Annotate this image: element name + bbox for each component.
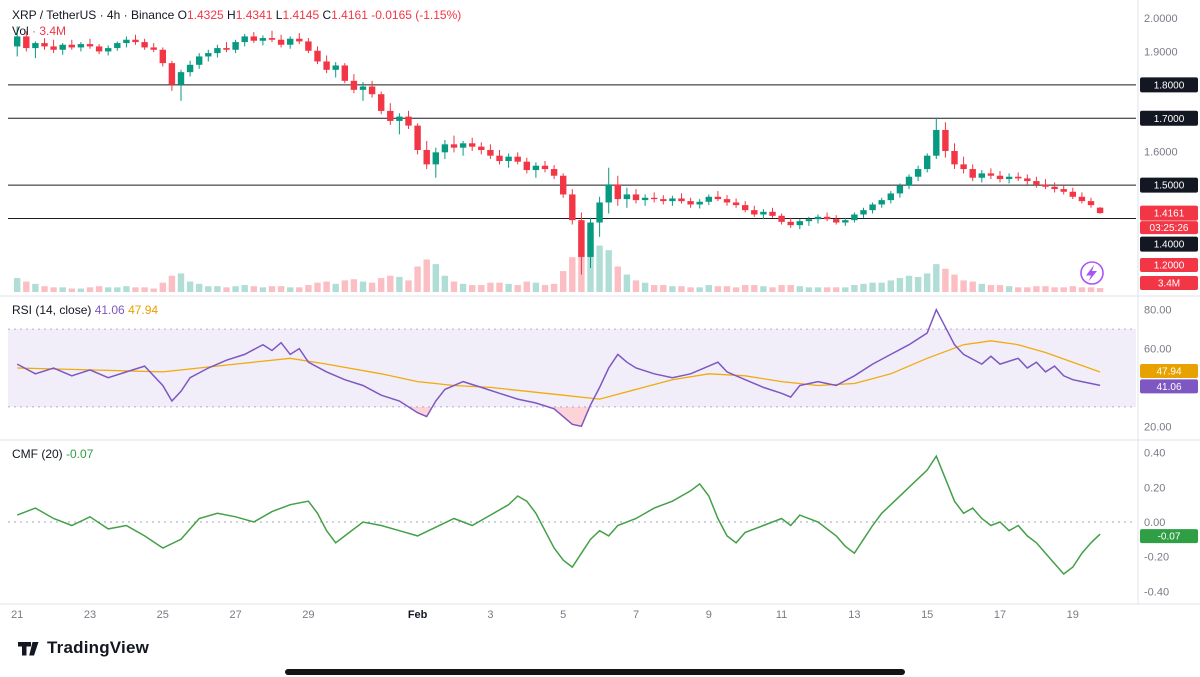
- time-axis-tick: 21: [11, 609, 23, 621]
- volume-badge: 3.4M: [1140, 276, 1198, 290]
- ohlc-open-value: 1.4325: [187, 8, 224, 22]
- svg-text:1.2000: 1.2000: [1154, 261, 1185, 272]
- time-axis-tick: 13: [848, 609, 860, 621]
- volume-value: 3.4M: [39, 24, 67, 38]
- price-line-chip: 1.4000: [1140, 236, 1198, 252]
- svg-text:41.06: 41.06: [1156, 382, 1181, 393]
- svg-text:-0.07: -0.07: [1158, 532, 1181, 543]
- svg-text:03:25:26: 03:25:26: [1150, 223, 1189, 234]
- price-axis-tick: 1.6000: [1144, 147, 1178, 159]
- price-axis-tick: 2.0000: [1144, 13, 1178, 25]
- price-line-chip: 1.7000: [1140, 110, 1198, 126]
- candles: [14, 26, 1104, 275]
- time-axis[interactable]: 21 23 25 27 29 Feb 3 5 7 9 11 13 15 17 19: [11, 609, 1079, 621]
- cmf-value-badge: -0.07: [1140, 529, 1198, 544]
- volume-legend[interactable]: Vol · 3.4M: [12, 24, 67, 38]
- svg-text:1.8000: 1.8000: [1154, 80, 1185, 91]
- ohlc-low-label: L: [275, 8, 283, 22]
- tradingview-logo-text: TradingView: [47, 638, 150, 657]
- rsi-value: 41.06: [94, 303, 125, 317]
- cmf-legend[interactable]: CMF (20) -0.07: [12, 447, 93, 461]
- flash-boost-button[interactable]: [1080, 261, 1104, 285]
- chart-canvas[interactable]: 2.0000 1.9000 1.6000 1.8000 1.7000 1.5000 1.40…: [0, 0, 1200, 628]
- rsi-axis-tick: 60.00: [1144, 344, 1172, 356]
- tradingview-logo[interactable]: TradingView: [16, 636, 149, 660]
- cmf-axis-tick: -0.20: [1144, 552, 1169, 564]
- cmf-title: CMF (20): [12, 447, 63, 461]
- time-axis-tick: 29: [302, 609, 314, 621]
- time-axis-tick: 7: [633, 609, 639, 621]
- cmf-axis-tick: 0.00: [1144, 517, 1165, 529]
- time-axis-tick: 15: [921, 609, 933, 621]
- time-axis-tick: 23: [84, 609, 96, 621]
- price-line-chip: 1.8000: [1140, 77, 1198, 93]
- time-axis-tick: 3: [487, 609, 493, 621]
- ohlc-high-label: H: [227, 8, 236, 22]
- ohlc-high-value: 1.4341: [235, 8, 273, 22]
- last-price-badge: 1.4161: [1140, 205, 1198, 221]
- cmf-pane[interactable]: [8, 454, 1136, 576]
- volume-label: Vol: [12, 24, 29, 38]
- svg-text:1.4000: 1.4000: [1154, 240, 1185, 251]
- bottom-scrubber-bar[interactable]: [285, 669, 905, 675]
- rsi-title: RSI (14, close): [12, 303, 92, 317]
- main-price-pane[interactable]: [8, 26, 1136, 292]
- ohlc-low-value: 1.4145: [282, 8, 320, 22]
- rsi-pane[interactable]: [8, 307, 1136, 428]
- svg-text:47.94: 47.94: [1156, 367, 1181, 378]
- price-axis-tick: 1.9000: [1144, 46, 1178, 58]
- time-axis-tick: 9: [706, 609, 712, 621]
- cmf-line: [16, 454, 1101, 576]
- cmf-value: -0.07: [66, 447, 94, 461]
- ohlc-close-value: 1.4161: [331, 8, 368, 22]
- time-axis-tick: 11: [776, 609, 787, 621]
- low-price-badge: 1.2000: [1140, 258, 1198, 272]
- svg-text:3.4M: 3.4M: [1158, 279, 1180, 290]
- symbol-legend[interactable]: XRP / TetherUS · 4h · Binance O1.4325 H1…: [12, 8, 461, 22]
- svg-text:1.7000: 1.7000: [1154, 114, 1185, 125]
- time-axis-tick: 5: [560, 609, 566, 621]
- tradingview-logo-icon: [18, 642, 39, 656]
- rsi-axis-tick: 80.00: [1144, 305, 1172, 317]
- ohlc-close-label: C: [322, 8, 332, 22]
- time-axis-tick: 27: [229, 609, 241, 621]
- rsi-ma-value: 47.94: [128, 303, 159, 317]
- time-axis-tick: 25: [157, 609, 169, 621]
- cmf-axis-tick: 0.40: [1144, 448, 1165, 460]
- rsi-legend[interactable]: RSI (14, close) 41.06 47.94: [12, 303, 158, 317]
- rsi-value-badge: 41.06: [1140, 379, 1198, 394]
- volume-bars: [14, 224, 1104, 292]
- rsi-ma-badge: 47.94: [1140, 364, 1198, 379]
- ohlc-open-label: O: [177, 8, 187, 22]
- svg-text:1.4161: 1.4161: [1154, 209, 1185, 220]
- rsi-axis-tick: 20.00: [1144, 421, 1172, 433]
- price-line-chip: 1.5000: [1140, 177, 1198, 193]
- time-axis-tick: Feb: [408, 609, 428, 621]
- cmf-axis-tick: 0.20: [1144, 482, 1165, 494]
- lightning-icon: [1086, 265, 1097, 282]
- time-axis-tick: 19: [1067, 609, 1079, 621]
- symbol-title: XRP / TetherUS · 4h · Binance: [12, 8, 175, 22]
- time-axis-tick: 17: [994, 609, 1006, 621]
- svg-text:1.5000: 1.5000: [1154, 181, 1185, 192]
- change-value: -0.0165 (-1.15%): [371, 8, 462, 22]
- cmf-axis-tick: -0.40: [1144, 586, 1169, 598]
- rsi-line: [16, 307, 1101, 428]
- countdown-badge: 03:25:26: [1140, 221, 1198, 235]
